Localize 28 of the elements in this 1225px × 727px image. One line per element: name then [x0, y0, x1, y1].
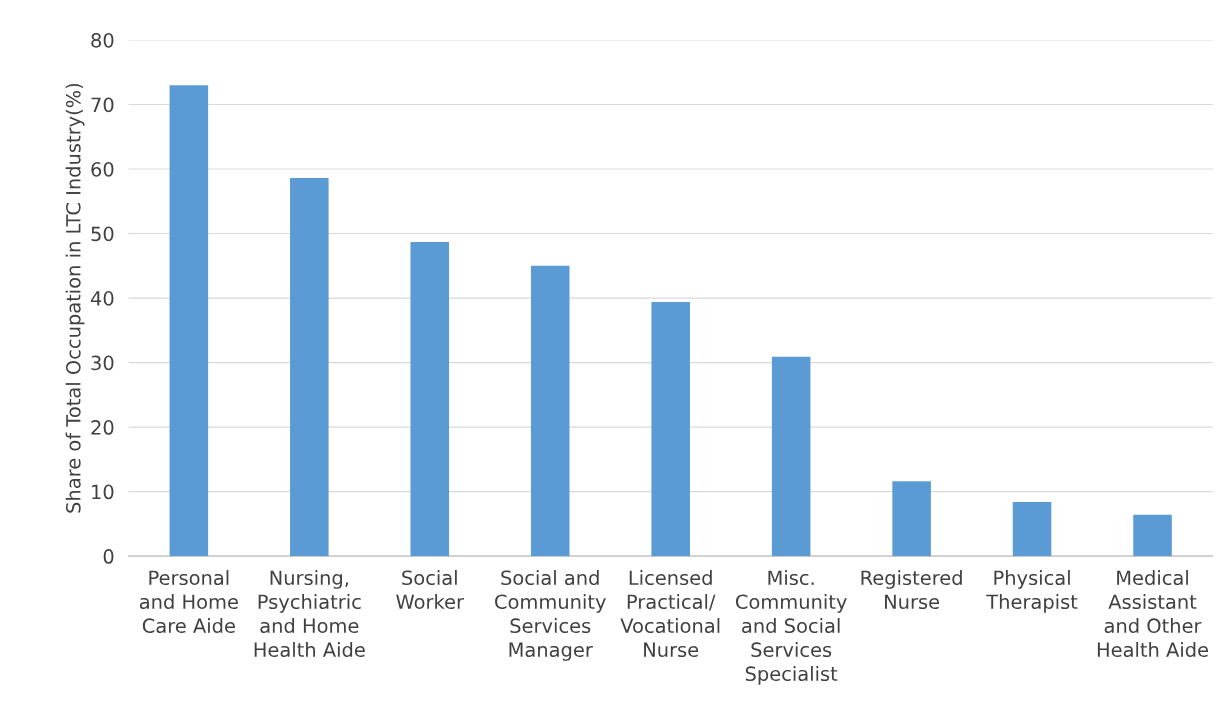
x-tick-label: Social and Community Services Manager [495, 570, 606, 661]
y-tick-label: 40 [90, 291, 114, 306]
x-tick-label: Nursing, Psychiatric and Home Health Aide [254, 570, 365, 658]
bar [410, 241, 450, 557]
x-tick-label: Licensed Practical/ Vocational Nurse [620, 570, 720, 658]
x-tick-label: Physical Therapist [986, 570, 1078, 613]
y-tick-label: 70 [91, 97, 114, 113]
bar [892, 481, 931, 557]
bar [651, 301, 690, 557]
bar [1012, 501, 1052, 557]
bar [169, 85, 209, 557]
y-tick-label: 60 [91, 161, 114, 177]
x-tick-label: Misc. Community and Social Services Specialist [735, 570, 847, 685]
y-tick-label: 0 [103, 549, 114, 564]
y-tick-label: 50 [91, 226, 114, 242]
y-tick-label: 10 [92, 484, 114, 500]
x-tick-label: Registered Nurse [861, 570, 962, 610]
y-axis-title: Share of Total Occupation in LTC Industry(%) [65, 83, 85, 513]
bar [771, 356, 811, 557]
y-tick-label: 80 [91, 32, 114, 48]
bar [290, 178, 329, 557]
y-tick-label: 30 [91, 355, 114, 371]
bar [1133, 514, 1172, 557]
x-tick-label: Social Worker [396, 570, 465, 610]
y-tick-label: 20 [91, 420, 114, 435]
x-tick-label: Medical Assistant and Other Health Aide [1097, 570, 1209, 658]
bar [530, 265, 570, 557]
x-tick-label: Personal and Home Care Aide [139, 570, 238, 634]
